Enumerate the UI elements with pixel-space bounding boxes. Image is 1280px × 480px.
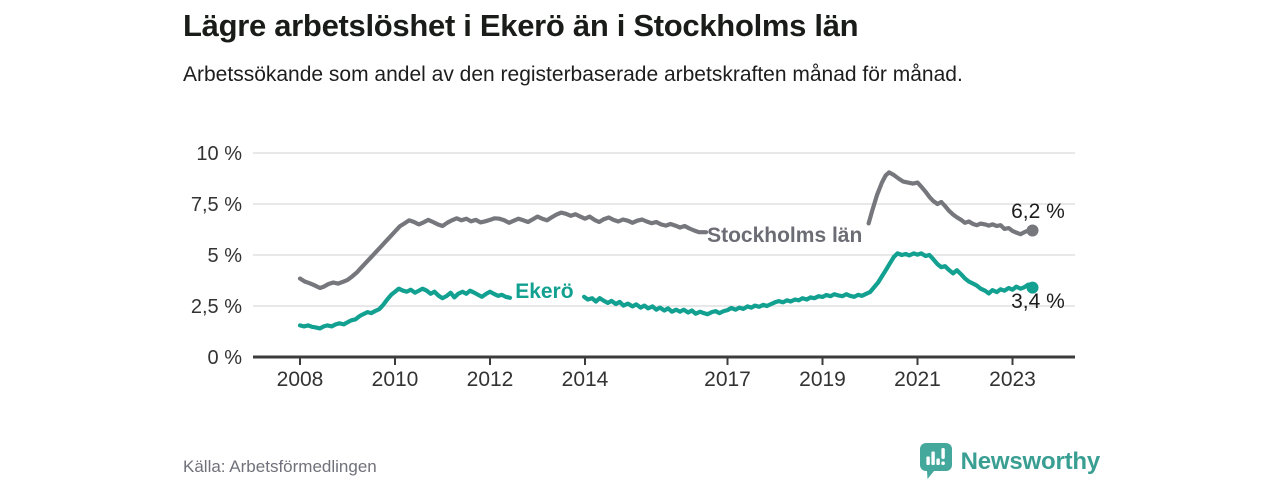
x-tick-label: 2017 <box>704 368 751 391</box>
series-end-dot-stockholms-lan <box>1026 224 1039 237</box>
series-line-stockholms-lan <box>866 170 1035 237</box>
series-line-stockholms-lan <box>297 210 709 291</box>
y-tick-label: 0 % <box>208 347 243 369</box>
chart-subtitle: Arbetssökande som andel av den registerb… <box>183 63 963 86</box>
x-tick-label: 2014 <box>562 368 609 391</box>
y-tick-label: 5 % <box>208 245 243 267</box>
end-value-ekero: 3,4 % <box>1011 290 1065 313</box>
newsworthy-bubble-chart-icon <box>919 443 952 479</box>
end-value-stockholms-lan: 6,2 % <box>1011 200 1065 223</box>
y-tick-label: 2,5 % <box>191 296 242 318</box>
source-attribution: Källa: Arbetsförmedlingen <box>183 457 377 476</box>
series-end-dot-ekero <box>1026 281 1039 294</box>
x-tick-label: 2012 <box>467 368 514 391</box>
series-line-ekero <box>297 286 513 331</box>
y-tick-label: 7,5 % <box>191 194 242 216</box>
newsworthy-logo[interactable]: Newsworthy <box>919 443 1101 480</box>
series-label-stockholms-lan: Stockholms län <box>707 224 862 247</box>
x-tick-label: 2019 <box>799 368 846 391</box>
series-label-ekero: Ekerö <box>515 280 573 303</box>
newsworthy-wordmark: Newsworthy <box>960 447 1101 475</box>
x-tick-label: 2008 <box>277 368 324 391</box>
x-tick-label: 2021 <box>894 368 941 391</box>
series-line-ekero <box>581 251 1035 317</box>
x-tick-label: 2023 <box>989 368 1036 391</box>
chart-title: Lägre arbetslöshet i Ekerö än i Stockhol… <box>183 8 859 43</box>
x-tick-label: 2010 <box>372 368 419 391</box>
y-tick-label: 10 % <box>196 143 242 165</box>
